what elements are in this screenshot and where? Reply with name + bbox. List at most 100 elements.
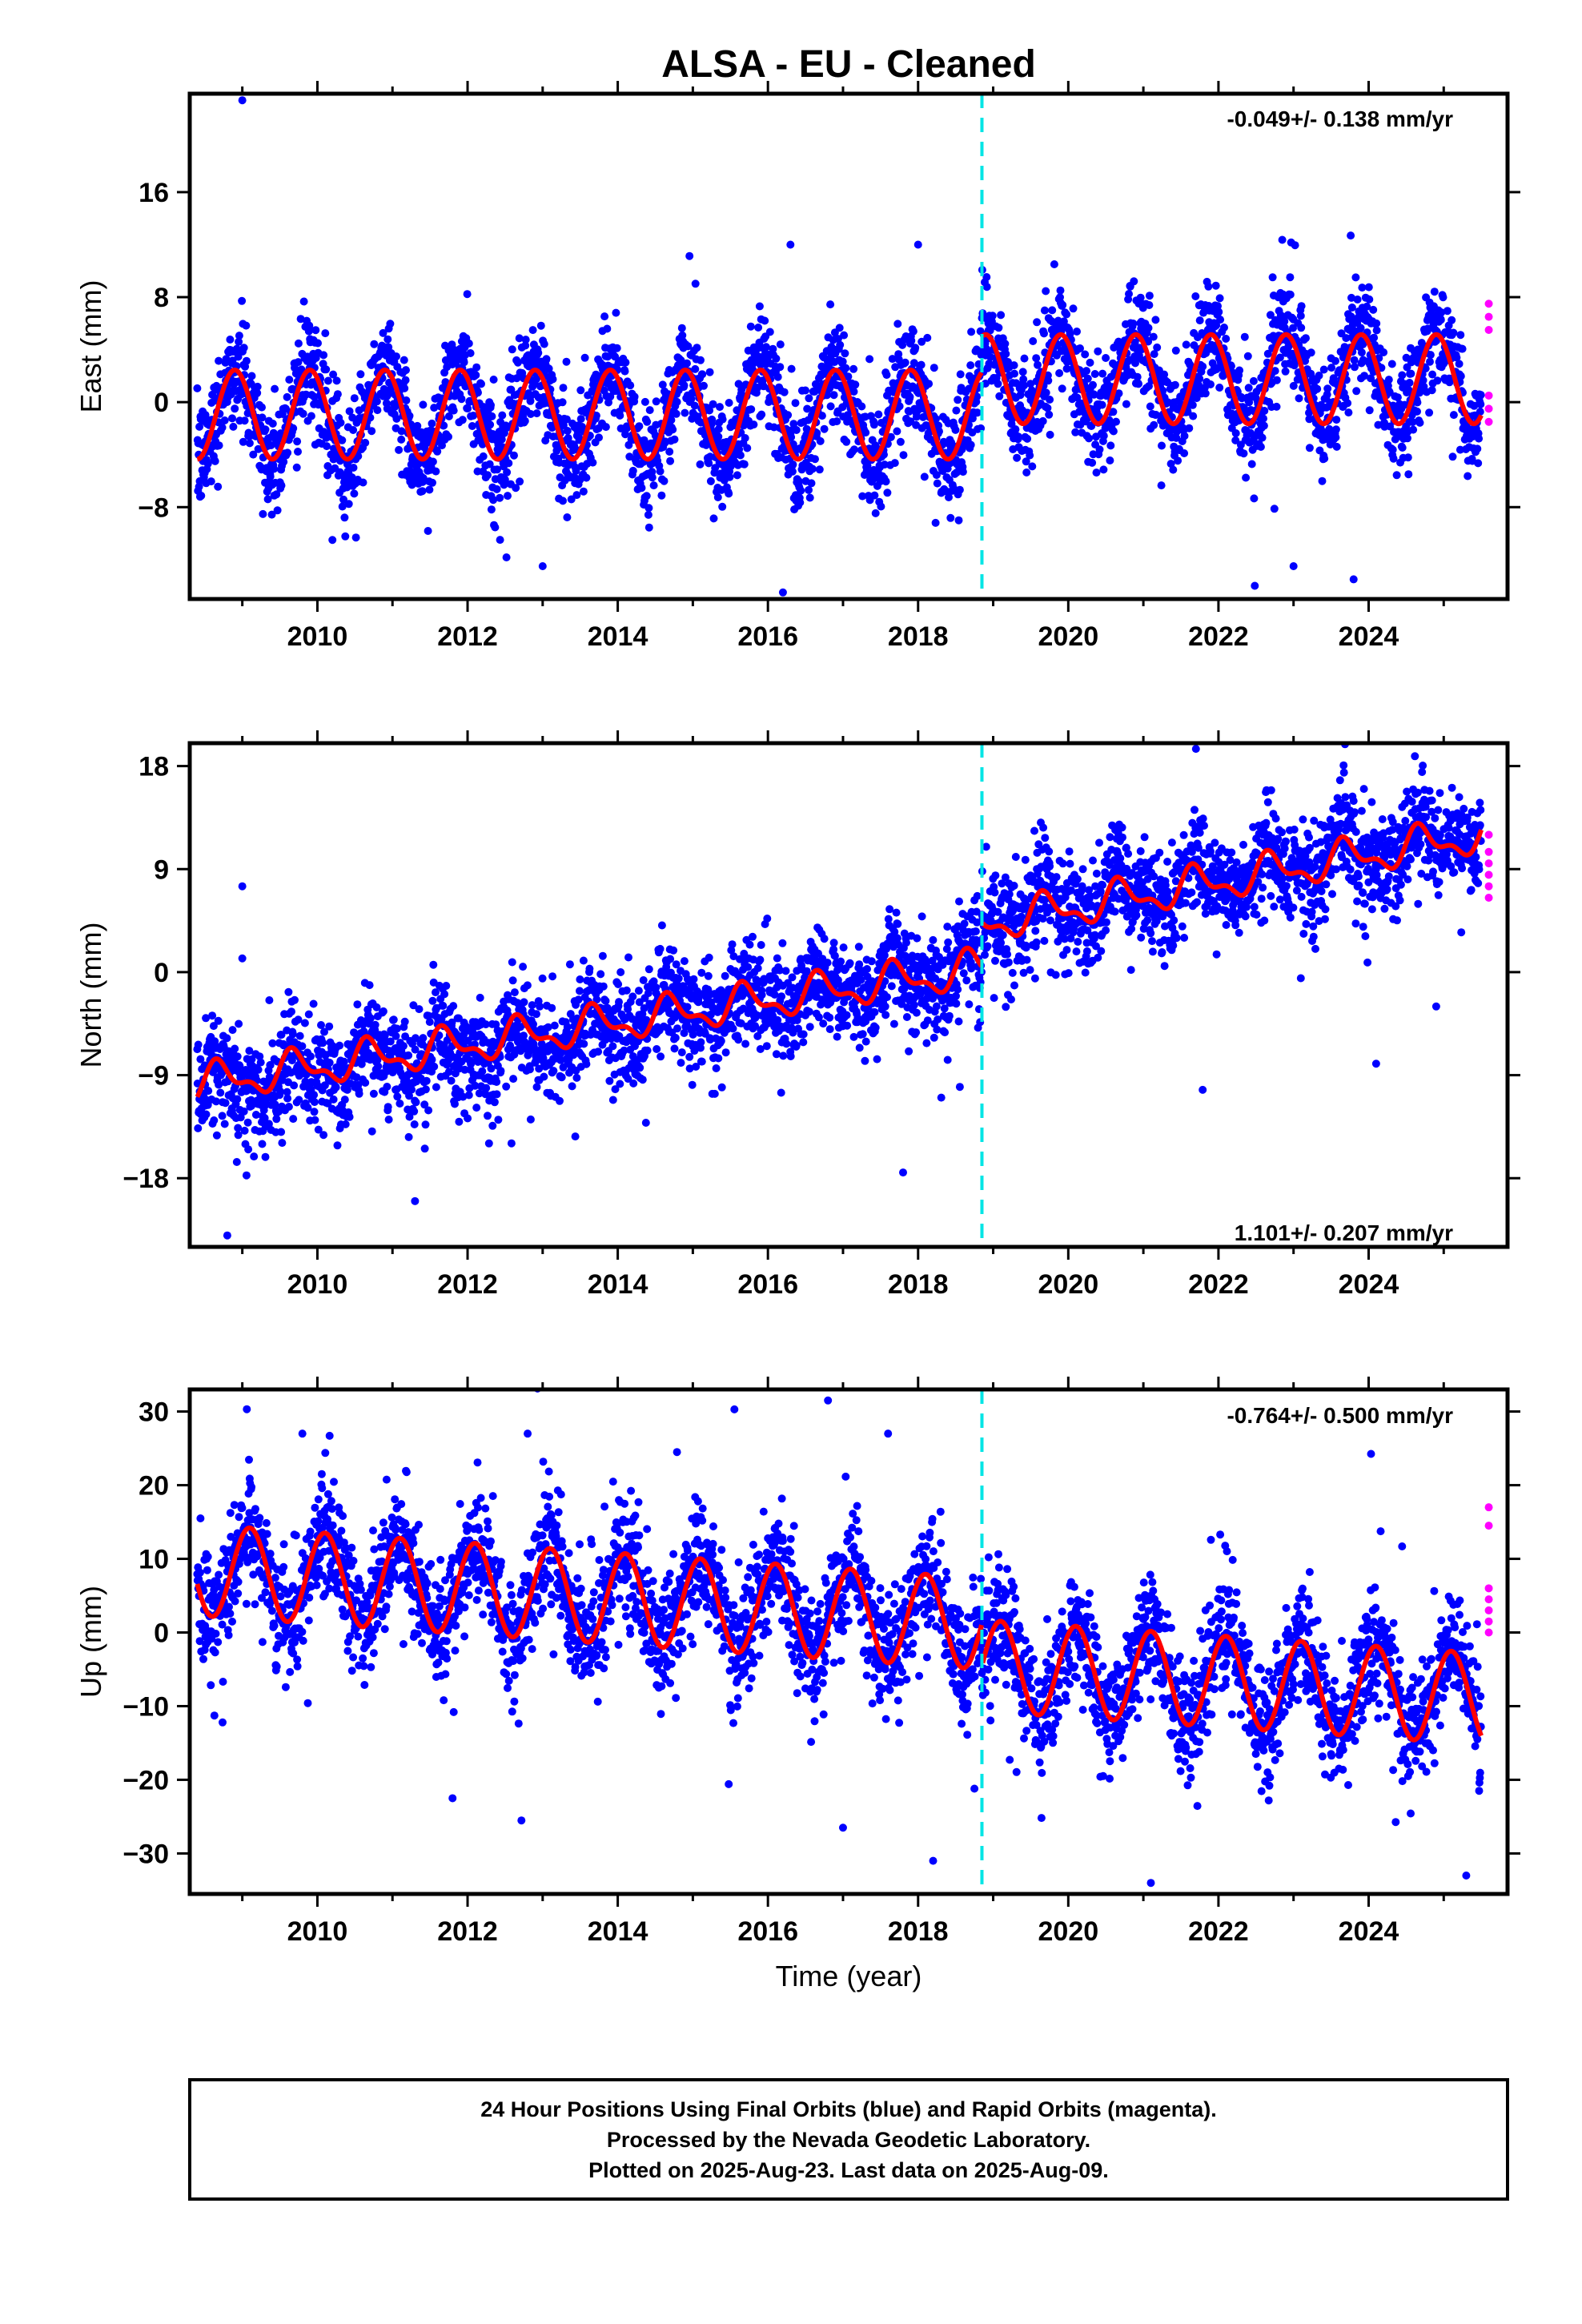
data-point [1272, 376, 1281, 384]
data-point [1296, 312, 1305, 320]
data-point [464, 1091, 473, 1100]
data-point [504, 492, 512, 501]
data-point [509, 1075, 518, 1084]
data-point [567, 495, 576, 504]
data-point [982, 283, 991, 292]
data-point [420, 1144, 429, 1153]
data-point [523, 981, 532, 990]
data-point [408, 1085, 416, 1094]
data-point [310, 392, 319, 401]
data-point [1291, 241, 1299, 250]
data-point [656, 467, 665, 476]
data-point [478, 1067, 487, 1076]
data-point [794, 477, 803, 486]
data-point [238, 296, 247, 305]
data-point [557, 1073, 566, 1082]
data-point [986, 352, 995, 361]
data-point [386, 320, 395, 328]
data-point [203, 460, 212, 468]
data-point [263, 495, 272, 504]
data-point [216, 1088, 225, 1097]
data-point [614, 980, 623, 988]
data-point [1106, 456, 1114, 464]
data-point [1231, 436, 1240, 444]
data-point [424, 527, 432, 535]
data-point [267, 441, 275, 449]
data-point [239, 437, 247, 446]
data-point [321, 329, 330, 338]
data-point [331, 1083, 340, 1092]
data-point [564, 434, 572, 442]
data-point [329, 1095, 338, 1104]
data-point [716, 403, 724, 412]
data-point [882, 371, 891, 380]
data-point [595, 433, 603, 442]
data-point [995, 392, 1004, 400]
data-point [404, 1132, 413, 1141]
data-point [833, 417, 841, 426]
data-point [1289, 324, 1297, 332]
data-point [486, 420, 495, 429]
data-point [270, 464, 279, 473]
data-point [401, 376, 410, 384]
data-point [685, 251, 694, 260]
data-point [428, 478, 436, 487]
data-point [907, 336, 916, 345]
data-point [594, 1047, 603, 1056]
data-point [273, 506, 282, 515]
data-point [237, 390, 246, 399]
data-point [585, 964, 594, 973]
data-point [1122, 400, 1130, 408]
data-point [1281, 367, 1290, 376]
data-point [1413, 398, 1422, 407]
data-point [638, 1076, 647, 1084]
data-point [644, 523, 653, 532]
data-point [850, 445, 858, 454]
rapid-point [1484, 404, 1493, 413]
data-point [244, 1145, 253, 1154]
data-point [425, 1018, 434, 1027]
data-point [492, 1090, 501, 1099]
data-point [245, 439, 254, 448]
data-point [259, 509, 267, 518]
data-point [391, 1031, 400, 1040]
data-point [1020, 381, 1028, 390]
data-point [449, 406, 458, 415]
data-point [1351, 363, 1359, 372]
data-point [1439, 293, 1447, 302]
data-point [628, 466, 637, 475]
data-point [402, 366, 410, 375]
data-point [665, 448, 674, 456]
data-point [725, 489, 733, 498]
data-point [994, 324, 1003, 332]
data-point [652, 1045, 661, 1053]
data-point [484, 471, 492, 480]
data-point [1327, 364, 1336, 372]
data-point [351, 533, 360, 542]
data-point [1010, 369, 1018, 378]
data-point [620, 367, 629, 376]
data-point [487, 400, 495, 409]
data-point [428, 1055, 436, 1064]
data-point [235, 337, 243, 346]
data-point [1295, 394, 1303, 403]
data-point [193, 384, 202, 392]
data-point [901, 358, 909, 367]
data-point [895, 402, 904, 411]
data-point [240, 1126, 249, 1135]
data-point [956, 370, 965, 379]
data-point [563, 513, 572, 521]
data-point [487, 505, 496, 514]
data-point [1188, 400, 1197, 409]
data-point [526, 1115, 535, 1124]
data-point [220, 1120, 229, 1128]
data-point [1449, 328, 1458, 337]
data-point [1331, 433, 1340, 442]
data-point [1458, 344, 1467, 353]
data-point [1256, 443, 1265, 451]
data-point [498, 411, 507, 420]
data-point [630, 392, 639, 401]
data-point [572, 1073, 581, 1082]
data-point [1456, 372, 1465, 380]
data-point [644, 965, 653, 974]
